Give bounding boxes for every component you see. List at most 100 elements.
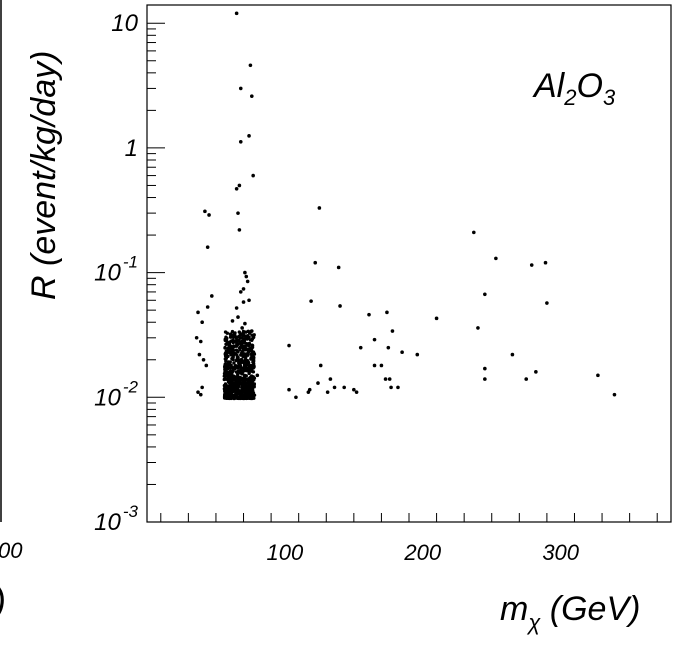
data-point [243,345,247,350]
data-point [237,382,241,386]
data-point [237,378,242,383]
data-point [251,335,256,340]
data-point [483,366,487,371]
data-point [244,355,248,360]
data-point [201,357,206,362]
y-tick-label-base: 10 [94,509,121,536]
data-point [234,306,239,310]
data-point [307,387,312,392]
data-point [248,63,253,68]
data-point [203,209,207,214]
data-point [389,385,393,390]
data-point [250,94,254,98]
data-point [434,316,439,321]
data-point [243,270,247,275]
data-point [210,294,214,298]
data-point [390,329,395,333]
y-tick-label-exponent: -1 [123,253,138,272]
data-point [241,300,246,304]
data-point [244,390,248,395]
data-point [205,305,210,309]
data-point [235,353,239,358]
data-point [234,348,239,352]
data-point [234,336,239,340]
y-tick-label: 10 -2 [94,377,138,411]
data-point [223,374,227,378]
y-tick-label: 10 -3 [94,502,138,536]
data-point [338,304,342,308]
data-point [241,348,246,352]
data-point [223,357,228,361]
data-point [251,370,256,374]
data-point [372,363,377,368]
data-point [225,331,230,335]
data-point [543,260,548,265]
data-point [529,263,534,267]
data-point [242,377,247,381]
x-axis-title-prefix: m [500,590,528,628]
data-point [246,353,250,357]
material-annotation: Al2O3 [532,67,616,110]
data-point [245,337,250,341]
data-point [232,361,236,365]
left-panel-tick-label: 00 [0,538,23,563]
data-point [231,357,235,362]
y-tick-label-base: 10 [111,10,138,37]
data-point [243,373,247,378]
data-point [234,395,238,399]
data-point [226,372,230,377]
data-point [198,339,203,344]
data-point [224,392,229,397]
data-point [194,336,199,340]
data-point [354,390,359,394]
y-tick-label-base: 10 [94,384,121,411]
data-point [400,350,404,354]
data-point [596,373,600,378]
data-point [240,326,244,330]
data-point [226,396,231,400]
data-point [223,377,228,381]
data-point [243,386,247,390]
data-point [415,352,420,357]
data-point [237,396,241,401]
y-tick-label: 1 [125,135,138,162]
data-point [247,341,252,346]
data-point [247,391,252,396]
data-point [231,352,235,357]
data-point [237,369,241,374]
data-point [226,360,230,364]
data-point [200,385,204,390]
data-point [241,333,245,338]
data-point [237,228,242,232]
data-point [235,388,239,393]
data-point [234,344,238,348]
data-point [227,381,232,385]
data-point [226,387,231,391]
data-point [225,367,230,371]
data-point [238,139,243,144]
data-point [232,339,237,343]
data-point [483,292,487,297]
data-point [294,395,298,400]
data-point [245,279,250,284]
annotation-mid: O [576,67,602,105]
data-point [246,396,250,400]
data-point [248,331,252,335]
data-point [367,312,371,317]
y-tick-label: 10 -1 [94,253,138,287]
x-tick-label: 100 [267,540,304,565]
data-point [249,374,254,378]
data-point [243,383,247,388]
data-point [255,373,260,378]
data-point [396,385,400,390]
data-point [234,187,239,191]
data-point [317,206,322,210]
annotation-sub-2: 3 [603,85,616,110]
data-point [524,377,529,381]
data-point [251,173,255,178]
data-point [244,274,249,279]
data-point [204,363,209,368]
annotation-sub-1: 2 [563,85,576,110]
data-point [235,392,239,396]
